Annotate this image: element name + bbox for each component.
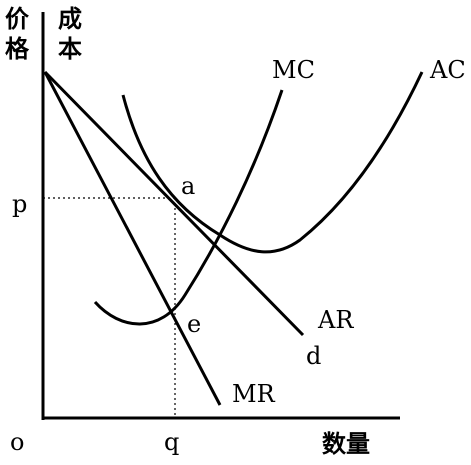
cost-label: 成本 — [58, 4, 82, 63]
mc-curve — [93, 89, 284, 326]
ac-curve — [121, 71, 424, 254]
mr-label: MR — [232, 380, 275, 408]
point-e-label: e — [187, 310, 202, 338]
ar-label: AR — [318, 306, 354, 334]
ac-label: AC — [430, 56, 466, 84]
d-label: d — [306, 342, 322, 370]
q-label: q — [164, 428, 180, 456]
origin-label: o — [10, 428, 25, 456]
price-label: 价格 — [5, 4, 29, 63]
point-a-label: a — [181, 172, 196, 200]
quantity-label: 数量 — [322, 429, 370, 458]
mc-label: MC — [272, 56, 315, 84]
mr-line — [43, 71, 222, 406]
ar-line — [43, 70, 305, 337]
p-label: p — [12, 190, 28, 218]
